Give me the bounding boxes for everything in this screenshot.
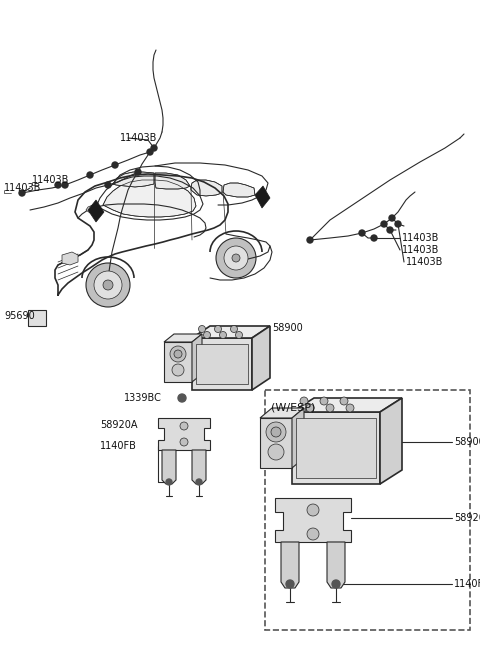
Text: 11403B: 11403B bbox=[402, 245, 439, 255]
Circle shape bbox=[147, 149, 153, 155]
Circle shape bbox=[224, 246, 248, 270]
Polygon shape bbox=[164, 342, 192, 382]
Polygon shape bbox=[255, 186, 270, 208]
Circle shape bbox=[196, 479, 202, 485]
Polygon shape bbox=[296, 418, 376, 478]
Circle shape bbox=[180, 438, 188, 446]
Circle shape bbox=[307, 237, 313, 243]
Polygon shape bbox=[223, 183, 255, 197]
Circle shape bbox=[268, 444, 284, 460]
Circle shape bbox=[135, 169, 141, 175]
Text: 58900: 58900 bbox=[272, 323, 303, 333]
Circle shape bbox=[19, 190, 25, 196]
Circle shape bbox=[170, 346, 186, 362]
Circle shape bbox=[340, 397, 348, 405]
Circle shape bbox=[332, 580, 340, 588]
Polygon shape bbox=[62, 252, 78, 265]
Circle shape bbox=[172, 364, 184, 376]
Polygon shape bbox=[327, 542, 345, 588]
Polygon shape bbox=[192, 450, 206, 484]
Circle shape bbox=[271, 427, 281, 437]
Text: 95690: 95690 bbox=[4, 311, 35, 321]
Circle shape bbox=[55, 182, 61, 188]
Text: 11403B: 11403B bbox=[4, 183, 41, 193]
Text: 1140FB: 1140FB bbox=[454, 579, 480, 589]
Polygon shape bbox=[292, 408, 304, 468]
Circle shape bbox=[178, 394, 186, 402]
Polygon shape bbox=[192, 326, 270, 338]
Polygon shape bbox=[28, 310, 46, 326]
Circle shape bbox=[86, 263, 130, 307]
Polygon shape bbox=[196, 344, 248, 384]
Circle shape bbox=[230, 325, 238, 333]
Text: 58920A: 58920A bbox=[454, 513, 480, 523]
Polygon shape bbox=[292, 412, 380, 484]
Polygon shape bbox=[192, 338, 252, 390]
Circle shape bbox=[307, 504, 319, 516]
Polygon shape bbox=[281, 542, 299, 588]
Polygon shape bbox=[192, 334, 202, 382]
Polygon shape bbox=[380, 398, 402, 484]
Text: 1339BC: 1339BC bbox=[124, 393, 162, 403]
Circle shape bbox=[307, 528, 319, 540]
Circle shape bbox=[62, 182, 68, 188]
Circle shape bbox=[266, 422, 286, 442]
Text: 11403B: 11403B bbox=[402, 233, 439, 243]
Polygon shape bbox=[252, 326, 270, 390]
Bar bbox=[265, 390, 470, 630]
Circle shape bbox=[346, 404, 354, 412]
Circle shape bbox=[216, 238, 256, 278]
Polygon shape bbox=[191, 180, 222, 196]
Circle shape bbox=[359, 230, 365, 236]
Circle shape bbox=[371, 235, 377, 241]
Circle shape bbox=[219, 331, 227, 338]
Circle shape bbox=[112, 162, 118, 168]
Circle shape bbox=[236, 331, 242, 338]
Text: 58920A: 58920A bbox=[100, 420, 137, 430]
Circle shape bbox=[306, 404, 314, 412]
Circle shape bbox=[326, 404, 334, 412]
Circle shape bbox=[232, 254, 240, 262]
Circle shape bbox=[320, 397, 328, 405]
Circle shape bbox=[395, 221, 401, 227]
Polygon shape bbox=[164, 334, 202, 342]
Circle shape bbox=[105, 182, 111, 188]
Circle shape bbox=[300, 397, 308, 405]
Polygon shape bbox=[162, 450, 176, 484]
Polygon shape bbox=[260, 418, 292, 468]
Circle shape bbox=[103, 280, 113, 290]
Circle shape bbox=[199, 325, 205, 333]
Polygon shape bbox=[103, 180, 196, 217]
Polygon shape bbox=[86, 204, 97, 213]
Circle shape bbox=[180, 422, 188, 430]
Circle shape bbox=[166, 479, 172, 485]
Circle shape bbox=[94, 271, 122, 299]
Circle shape bbox=[204, 331, 211, 338]
Circle shape bbox=[387, 227, 393, 233]
Circle shape bbox=[87, 172, 93, 178]
Circle shape bbox=[286, 580, 294, 588]
Polygon shape bbox=[88, 200, 104, 222]
Circle shape bbox=[151, 145, 157, 151]
Text: 58900: 58900 bbox=[454, 437, 480, 447]
Circle shape bbox=[174, 350, 182, 358]
Polygon shape bbox=[158, 418, 210, 450]
Text: 11403B: 11403B bbox=[120, 133, 157, 143]
Text: 1140FB: 1140FB bbox=[100, 441, 137, 451]
Text: 11403B: 11403B bbox=[32, 175, 70, 185]
Circle shape bbox=[381, 221, 387, 227]
Polygon shape bbox=[292, 398, 402, 412]
Polygon shape bbox=[113, 172, 154, 187]
Circle shape bbox=[215, 325, 221, 333]
Polygon shape bbox=[275, 498, 351, 542]
Text: 11403B: 11403B bbox=[406, 257, 444, 267]
Text: (W/ESP): (W/ESP) bbox=[271, 402, 315, 412]
Polygon shape bbox=[260, 408, 304, 418]
Circle shape bbox=[389, 215, 395, 221]
Polygon shape bbox=[155, 173, 190, 189]
